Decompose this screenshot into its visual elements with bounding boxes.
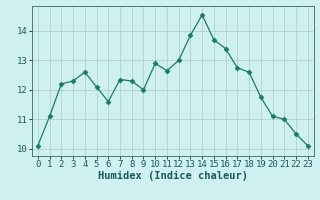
X-axis label: Humidex (Indice chaleur): Humidex (Indice chaleur) [98,171,248,181]
